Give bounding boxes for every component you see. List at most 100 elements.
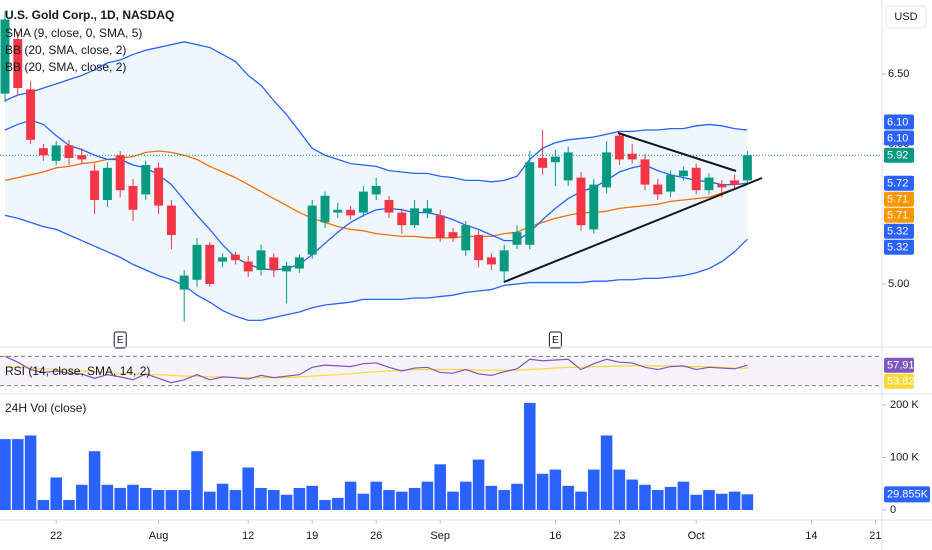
axis-value-text: 5.92 <box>887 150 908 162</box>
candle-body <box>256 250 266 270</box>
volume-bar <box>549 469 562 510</box>
candle-body <box>282 265 292 272</box>
axis-value-label <box>884 239 914 255</box>
candle-body <box>13 39 23 89</box>
axis-value-label <box>884 130 914 146</box>
volume-bar <box>88 451 101 510</box>
rsi-legend: RSI (14, close, SMA, 14, 2) <box>5 364 150 378</box>
volume-bar <box>114 487 126 510</box>
candle-body <box>538 158 548 168</box>
bb-basis <box>4 150 748 239</box>
volume-bar <box>178 490 190 510</box>
chart-title: U.S. Gold Corp., 1D, NASDAQ <box>5 8 174 22</box>
trendline <box>617 132 737 172</box>
candle-body <box>320 195 330 223</box>
volume-value-label <box>884 486 930 503</box>
volume-bar <box>229 490 242 510</box>
volume-legend: 24H Vol (close) <box>5 401 86 415</box>
volume-bar <box>447 491 459 510</box>
candle-body <box>141 165 151 195</box>
candle-body <box>218 257 228 262</box>
volume-tick-label: 100 K <box>890 451 919 463</box>
candle-body <box>730 180 740 185</box>
candle-body <box>602 152 612 188</box>
candle-body <box>691 167 701 191</box>
candle-body <box>269 257 279 270</box>
volume-bar <box>191 451 203 510</box>
axis-value-text: 57.91 <box>887 360 915 372</box>
volume-bar <box>370 481 382 510</box>
candle-body <box>205 244 215 284</box>
volume-bar <box>677 481 690 510</box>
axis-value-text: 6.10 <box>887 132 908 144</box>
candle-body <box>563 152 573 181</box>
bb-lower <box>4 214 748 322</box>
volume-bar <box>37 500 50 510</box>
candle-body <box>90 170 100 201</box>
axis-value-text: 5.32 <box>887 226 908 238</box>
axis-value-text: 5.72 <box>887 178 908 190</box>
volume-bar <box>268 490 280 510</box>
volume-bar <box>690 494 702 510</box>
axis-value-label <box>884 357 914 373</box>
volume-bar <box>344 481 357 510</box>
candle-body <box>192 244 202 280</box>
volume-bar <box>613 469 626 510</box>
earnings-marker <box>548 331 562 349</box>
axis-value-label <box>884 207 914 223</box>
volume-bar <box>511 483 523 510</box>
candle-body <box>294 257 304 269</box>
candle-body <box>0 19 10 94</box>
candle-body <box>717 184 727 188</box>
earnings-label: E <box>552 335 559 346</box>
candle-body <box>589 184 599 230</box>
x-tick-label: 21 <box>869 530 881 542</box>
volume-bar <box>50 477 62 510</box>
volume-bar <box>383 490 395 510</box>
candle-body <box>115 155 125 191</box>
axis-value-label <box>884 191 914 207</box>
candle-body <box>243 261 253 272</box>
candle-body <box>525 162 535 245</box>
currency-button[interactable] <box>885 5 927 29</box>
x-tick-label: 12 <box>242 530 254 542</box>
volume-bar <box>319 500 331 510</box>
volume-bar <box>728 491 741 510</box>
axis-value-label <box>884 114 914 130</box>
rsi-line <box>4 355 748 384</box>
candle-body <box>435 215 445 238</box>
trendline <box>503 177 763 283</box>
volume-bar <box>498 490 510 510</box>
currency: USD <box>894 11 917 23</box>
volume-bar <box>280 494 293 510</box>
candle-body <box>38 148 48 156</box>
indicator-legend: SMA (9, close, 0, SMA, 5) <box>5 26 142 40</box>
volume-bar <box>127 484 139 510</box>
bb-upper <box>4 41 748 183</box>
candle-body <box>230 254 240 261</box>
volume-bar <box>639 484 651 510</box>
x-tick-label: Aug <box>149 530 169 542</box>
volume-bar <box>716 493 728 510</box>
candle-body <box>346 209 356 216</box>
rsi-sma-line <box>4 365 748 379</box>
x-tick-label: 23 <box>613 530 625 542</box>
volume-value-text: 29.855K <box>887 489 929 501</box>
candle-body <box>550 156 560 163</box>
background-layer: 5.006.006.5022Aug121926Sep1623Oct1421200… <box>0 41 919 542</box>
x-tick-label: 19 <box>306 530 318 542</box>
volume-bar <box>652 490 664 510</box>
volume-bar <box>664 486 677 510</box>
axis-value-label <box>884 147 914 163</box>
candle-body <box>576 177 586 226</box>
volume-bar <box>12 439 24 510</box>
candle-body <box>627 153 637 160</box>
axis-value-label <box>884 223 914 239</box>
candle-body <box>461 225 471 251</box>
indicator-legend: BB (20, SMA, close, 2) <box>5 60 126 74</box>
axis-value-label <box>884 175 914 191</box>
candle-body <box>678 170 688 177</box>
axis-value-text: 5.32 <box>887 242 908 254</box>
